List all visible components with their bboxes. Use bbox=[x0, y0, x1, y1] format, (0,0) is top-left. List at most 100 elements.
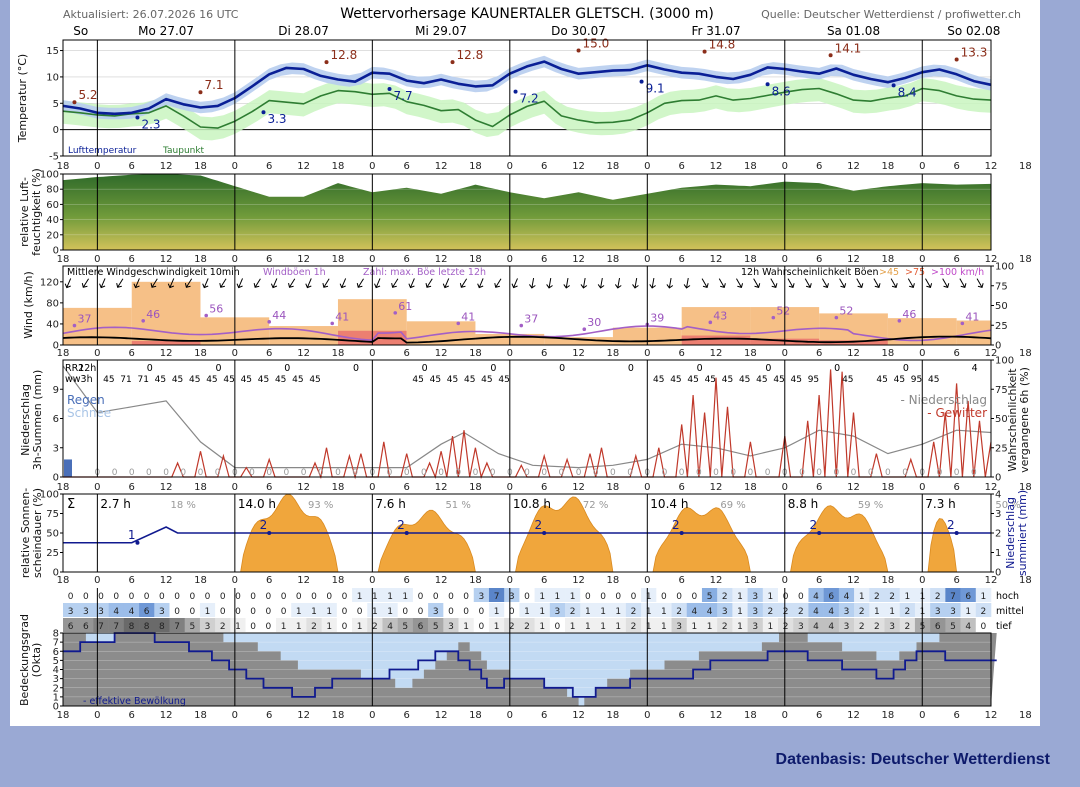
gust-max-marker bbox=[267, 320, 272, 324]
precipitation-sum-marker bbox=[404, 531, 409, 535]
hour-tick-label: 6 bbox=[404, 161, 410, 172]
extreme-marker bbox=[261, 110, 266, 115]
cloud-layer-value: 1 bbox=[387, 592, 393, 602]
extreme-marker bbox=[702, 49, 707, 54]
gust-max-marker bbox=[72, 323, 77, 328]
cloud-layer-value: 0 bbox=[281, 607, 287, 617]
cloud-layer-cell bbox=[778, 603, 794, 617]
cloud-layer-value: 0 bbox=[342, 622, 348, 632]
hour-tick-label: 18 bbox=[194, 575, 207, 586]
cloud-layer-value: 2 bbox=[935, 592, 941, 602]
precipitation-probability-axis-tick: 25 bbox=[995, 443, 1008, 454]
cloud-layer-cell bbox=[884, 603, 901, 617]
cloud-layer-value: 2 bbox=[631, 622, 637, 632]
ww3h-value: 45 bbox=[206, 375, 217, 385]
gust-probability-75 bbox=[131, 341, 201, 345]
gust-max-label: 43 bbox=[713, 309, 727, 322]
cloud-layer-value: 1 bbox=[372, 592, 378, 602]
cloud-layer-cell bbox=[747, 618, 764, 632]
humidity-frame bbox=[62, 173, 992, 251]
cloud-layer-value: 3 bbox=[844, 607, 850, 617]
hour-tick-label: 6 bbox=[541, 161, 547, 172]
hour-tick-label: 0 bbox=[644, 575, 650, 586]
cloud-layer-value: 1 bbox=[311, 607, 317, 617]
extreme-marker bbox=[450, 60, 455, 65]
extreme-marker bbox=[954, 57, 959, 62]
precipitation-ylabel: 3h-Summen (mm) bbox=[31, 370, 44, 471]
wind-direction-arrow bbox=[666, 277, 674, 289]
cloud-layer-value: 4 bbox=[828, 607, 834, 617]
cloud-layer-value: 0 bbox=[250, 622, 256, 632]
hour-tick-label: 12 bbox=[297, 710, 310, 721]
cloud-layer-value: 6 bbox=[144, 607, 150, 617]
extreme-marker bbox=[324, 60, 329, 65]
cloud-layer-name: tief bbox=[996, 621, 1012, 632]
hour-tick-label: 0 bbox=[782, 161, 788, 172]
cloud-layer-cell bbox=[291, 588, 307, 602]
gust-probability-45 bbox=[544, 337, 613, 345]
ww3h-value: 45 bbox=[653, 375, 664, 385]
hour-tick-label: 0 bbox=[644, 710, 650, 721]
cloud-layer-cell bbox=[154, 618, 170, 632]
sunshine-percent: 18 % bbox=[170, 500, 195, 511]
cloud-layer-cell bbox=[641, 603, 657, 617]
wind-direction-arrow bbox=[494, 278, 502, 288]
wind-direction-arrow bbox=[907, 278, 915, 288]
legend-effective-cloud: - effektive Bewölkung bbox=[83, 696, 186, 707]
cloud-layer-value: 0 bbox=[463, 607, 469, 617]
hour-tick-label: 0 bbox=[369, 575, 375, 586]
cloud-layer-value: 1 bbox=[615, 607, 621, 617]
legend-dewpoint: Taupunkt bbox=[162, 146, 205, 156]
cloud-layer-value: 0 bbox=[418, 592, 424, 602]
ww3h-value: 45 bbox=[498, 375, 509, 385]
wind-direction-arrow bbox=[236, 278, 243, 289]
hour-tick-label: 6 bbox=[129, 710, 135, 721]
cloud-layer-cell bbox=[869, 603, 885, 617]
extreme-marker bbox=[639, 79, 644, 84]
cloud-layer-cell bbox=[382, 588, 398, 602]
hour-tick-label: 18 bbox=[1019, 348, 1032, 359]
rr12h-value: 2 bbox=[78, 363, 84, 374]
precip-zero-label: 0 bbox=[180, 468, 186, 478]
hour-tick-label: 6 bbox=[816, 575, 822, 586]
temperature-line bbox=[62, 60, 992, 116]
humidity-axis-tick: 80 bbox=[46, 185, 59, 196]
cloud-layer-value: 6 bbox=[828, 592, 834, 602]
precip-zero-label: 0 bbox=[438, 468, 444, 478]
cloud-layer-cell bbox=[123, 588, 140, 602]
cloud-layer-cell bbox=[519, 603, 535, 617]
hour-tick-label: 6 bbox=[953, 710, 959, 721]
wind-direction-arrow bbox=[701, 278, 709, 288]
cloud-layer-cell bbox=[199, 603, 216, 617]
gust-max-marker bbox=[141, 318, 145, 323]
cloud-layer-value: 1 bbox=[357, 592, 363, 602]
temperature-extreme-label: 14.1 bbox=[835, 41, 862, 55]
extreme-marker bbox=[72, 100, 77, 105]
cloud-layer-cell bbox=[443, 603, 459, 617]
precipitation-sum-label: 2 bbox=[672, 518, 680, 532]
day-label: Sa 01.08 bbox=[827, 24, 880, 38]
cloud-layer-cell bbox=[732, 618, 748, 632]
precip-zero-label: 0 bbox=[833, 468, 839, 478]
cloud-layer-cell bbox=[321, 618, 338, 632]
rain-bar bbox=[64, 459, 72, 477]
humidity-axis-tick: 0 bbox=[53, 246, 59, 257]
cloud-layer-cell bbox=[854, 618, 870, 632]
hour-tick-label: 12 bbox=[985, 710, 998, 721]
hour-tick-label: 18 bbox=[882, 575, 895, 586]
precipitation-probability-axis-tick: 75 bbox=[995, 385, 1008, 396]
total-cloud-cover-area bbox=[63, 633, 997, 706]
precip-zero-label: 0 bbox=[902, 468, 908, 478]
cloud-layer-cell bbox=[610, 618, 627, 632]
hour-tick-label: 0 bbox=[369, 161, 375, 172]
sunshine-axis-tick: 50 bbox=[46, 529, 59, 540]
precip-zero-label: 0 bbox=[851, 468, 857, 478]
hour-tick-label: 18 bbox=[194, 482, 207, 493]
hour-tick-label: 18 bbox=[1019, 482, 1032, 493]
precip-zero-label: 0 bbox=[713, 468, 719, 478]
cloud-layer-value: 0 bbox=[524, 592, 530, 602]
hour-tick-label: 0 bbox=[919, 348, 925, 359]
cloud-layer-value: 0 bbox=[600, 592, 606, 602]
precipitation-probability-ylabel: Wahrscheinlichkeit bbox=[1006, 368, 1019, 472]
cloud-layer-cell bbox=[504, 618, 520, 632]
